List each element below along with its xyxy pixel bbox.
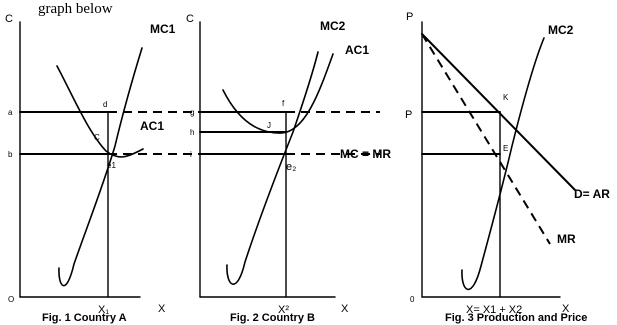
fig1-label-a: a xyxy=(8,108,13,117)
fig2-label-ac1: AC1 xyxy=(345,43,369,57)
fig2-label-f: f xyxy=(282,99,285,108)
fig2-ac1-curve xyxy=(222,53,334,134)
fig1-label-mc1: MC1 xyxy=(150,22,176,36)
fig2-x-axis-label: X xyxy=(341,303,349,315)
fig3-label-mc-mr: MC = MR xyxy=(340,147,391,161)
fig3-mc2-curve xyxy=(461,37,545,291)
fig1-caption: Fig. 1 Country A xyxy=(42,312,127,324)
fig3-x-axis-label: X xyxy=(562,303,570,315)
fig3-label-mc2: MC2 xyxy=(548,23,574,37)
fig1-label-e1: e1 xyxy=(107,161,116,170)
figure-2-country-b: C X g h i f J e₂ MC2 AC1 X² Fig. 2 Count… xyxy=(186,13,380,324)
fig3-label-output: X= X1 + X2 xyxy=(466,304,522,316)
fig2-label-j: J xyxy=(267,121,271,130)
fig2-label-g: g xyxy=(190,108,194,117)
fig3-label-p: P xyxy=(405,109,412,121)
fig3-label-k: K xyxy=(503,93,509,102)
fig1-y-axis-label: C xyxy=(5,13,13,25)
fig3-origin-label: 0 xyxy=(410,295,415,304)
fig2-label-i: i xyxy=(190,150,192,159)
fig1-ac1-curve xyxy=(56,65,144,158)
fig2-label-x2: X² xyxy=(278,304,289,316)
fig2-mc2-curve xyxy=(226,51,319,285)
figure-3-production-and-price: P X 0 P MC = MR K E MC2 D= AR MR X= X1 +… xyxy=(340,11,610,324)
fig2-y-axis-label: C xyxy=(186,13,194,25)
fig2-label-mc2: MC2 xyxy=(320,19,346,33)
fig1-label-d: d xyxy=(103,100,107,109)
fig1-label-x1: X₁ xyxy=(98,304,109,316)
fig2-label-e2: e₂ xyxy=(286,161,296,173)
header-fragment: graph below xyxy=(38,1,113,17)
fig3-caption: Fig. 3 Production and Price xyxy=(445,312,587,324)
fig1-x-axis-label: X xyxy=(158,303,166,315)
fig1-mc1-curve xyxy=(58,47,143,287)
fig1-origin-label: O xyxy=(8,295,14,304)
fig1-label-ac1: AC1 xyxy=(140,119,164,133)
fig3-y-axis-label: P xyxy=(406,11,413,23)
fig3-label-d-ar: D= AR xyxy=(574,187,610,201)
figure-1-country-a: C X O a b d C e1 MC1 AC1 X₁ Fig. 1 Count… xyxy=(5,13,200,324)
fig1-label-c: C xyxy=(94,133,100,142)
fig1-label-b: b xyxy=(8,150,13,159)
fig2-label-h: h xyxy=(190,128,194,137)
fig2-caption: Fig. 2 Country B xyxy=(230,312,315,324)
fig3-mr-dashed-line xyxy=(421,33,551,245)
fig3-label-e: E xyxy=(503,144,508,153)
fig3-label-mr: MR xyxy=(557,232,576,246)
